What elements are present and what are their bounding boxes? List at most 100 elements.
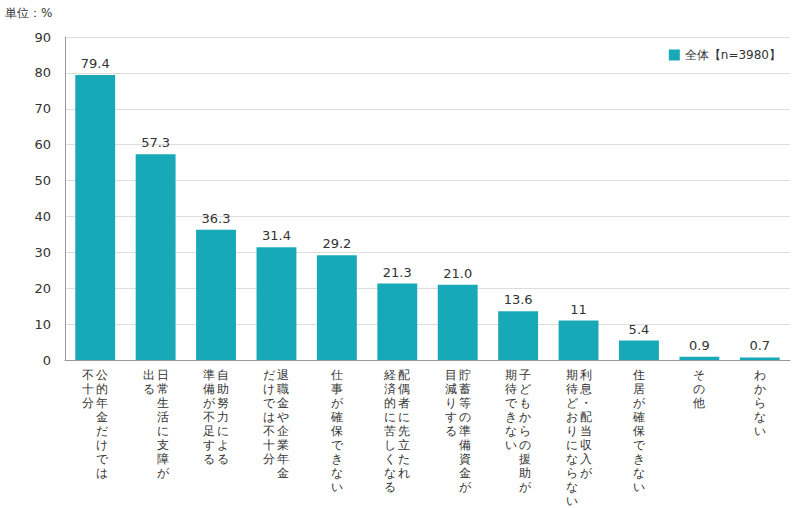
svg-text:す: す bbox=[445, 410, 457, 424]
svg-text:の: の bbox=[459, 410, 471, 424]
svg-text:な: な bbox=[566, 452, 578, 466]
svg-text:に: に bbox=[384, 410, 396, 424]
svg-text:た: た bbox=[398, 452, 410, 466]
svg-text:く: く bbox=[384, 452, 396, 466]
svg-text:努: 努 bbox=[217, 396, 229, 410]
svg-text:が: が bbox=[203, 396, 216, 410]
svg-text:貯: 貯 bbox=[459, 368, 471, 382]
svg-text:40: 40 bbox=[34, 209, 51, 224]
svg-text:支: 支 bbox=[157, 438, 169, 452]
svg-text:な: な bbox=[505, 424, 517, 438]
svg-text:る: る bbox=[445, 424, 457, 438]
svg-text:目: 目 bbox=[445, 368, 457, 382]
svg-text:で: で bbox=[505, 396, 518, 410]
svg-text:助: 助 bbox=[519, 466, 531, 480]
svg-text:に: に bbox=[398, 410, 410, 424]
svg-text:金: 金 bbox=[459, 466, 471, 480]
svg-text:自: 自 bbox=[217, 368, 229, 382]
svg-text:足: 足 bbox=[203, 424, 215, 438]
svg-text:分: 分 bbox=[82, 396, 94, 410]
svg-text:障: 障 bbox=[157, 452, 169, 466]
svg-text:保: 保 bbox=[633, 424, 645, 438]
svg-text:30: 30 bbox=[34, 245, 51, 260]
svg-text:偶: 偶 bbox=[398, 382, 410, 396]
svg-text:21.3: 21.3 bbox=[383, 265, 412, 280]
svg-text:り: り bbox=[445, 396, 457, 410]
svg-text:だ: だ bbox=[263, 368, 275, 382]
svg-text:に: に bbox=[566, 438, 578, 452]
svg-text:備: 備 bbox=[459, 438, 471, 452]
svg-text:20: 20 bbox=[34, 281, 51, 296]
svg-text:で: で bbox=[263, 396, 276, 410]
svg-text:ら: ら bbox=[754, 396, 766, 410]
svg-text:・: ・ bbox=[580, 396, 592, 410]
svg-text:退: 退 bbox=[277, 368, 289, 382]
svg-text:職: 職 bbox=[277, 382, 289, 396]
svg-text:5.4: 5.4 bbox=[629, 322, 650, 337]
svg-text:か: か bbox=[754, 382, 766, 396]
svg-text:力: 力 bbox=[217, 410, 229, 424]
svg-text:は: は bbox=[263, 410, 275, 424]
svg-text:十: 十 bbox=[263, 438, 275, 452]
svg-text:い: い bbox=[331, 480, 343, 494]
svg-text:る: る bbox=[384, 480, 396, 494]
svg-text:な: な bbox=[331, 466, 343, 480]
svg-text:利: 利 bbox=[580, 368, 592, 382]
svg-text:な: な bbox=[566, 480, 578, 494]
svg-text:だ: だ bbox=[96, 424, 108, 438]
svg-text:の: の bbox=[519, 438, 531, 452]
svg-text:待: 待 bbox=[505, 382, 517, 396]
svg-text:0.9: 0.9 bbox=[689, 338, 710, 353]
svg-text:援: 援 bbox=[519, 452, 531, 466]
svg-text:や: や bbox=[277, 410, 289, 424]
svg-text:期: 期 bbox=[566, 368, 578, 382]
svg-text:が: が bbox=[331, 396, 344, 410]
svg-text:に: に bbox=[217, 424, 229, 438]
svg-text:な: な bbox=[384, 466, 396, 480]
svg-text:に: に bbox=[157, 424, 169, 438]
svg-text:で: で bbox=[331, 438, 344, 452]
svg-text:50: 50 bbox=[34, 173, 51, 188]
svg-text:け: け bbox=[263, 382, 275, 396]
svg-text:苦: 苦 bbox=[384, 424, 396, 438]
svg-text:金: 金 bbox=[277, 396, 289, 410]
svg-text:収: 収 bbox=[580, 438, 592, 452]
svg-text:い: い bbox=[505, 438, 517, 452]
svg-text:企: 企 bbox=[277, 424, 289, 438]
svg-text:す: す bbox=[203, 438, 215, 452]
svg-text:保: 保 bbox=[331, 424, 343, 438]
svg-text:10: 10 bbox=[34, 317, 51, 332]
svg-text:ら: ら bbox=[519, 424, 531, 438]
svg-text:な: な bbox=[754, 410, 766, 424]
svg-text:日: 日 bbox=[157, 368, 169, 382]
svg-text:資: 資 bbox=[459, 452, 471, 466]
svg-text:る: る bbox=[217, 452, 229, 466]
svg-text:事: 事 bbox=[331, 382, 343, 396]
svg-text:金: 金 bbox=[96, 410, 108, 424]
svg-text:業: 業 bbox=[277, 438, 289, 452]
svg-text:金: 金 bbox=[277, 466, 289, 480]
svg-text:配: 配 bbox=[580, 410, 592, 424]
svg-text:い: い bbox=[566, 494, 578, 508]
svg-text:21.0: 21.0 bbox=[443, 266, 472, 281]
svg-text:準: 準 bbox=[459, 424, 471, 438]
svg-text:0.7: 0.7 bbox=[749, 338, 770, 353]
svg-text:の: の bbox=[693, 382, 705, 396]
svg-text:90: 90 bbox=[34, 30, 51, 45]
svg-text:年: 年 bbox=[96, 396, 108, 410]
svg-text:待: 待 bbox=[566, 382, 578, 396]
svg-text:い: い bbox=[633, 480, 645, 494]
svg-text:常: 常 bbox=[157, 382, 169, 396]
svg-text:が: が bbox=[157, 466, 170, 480]
svg-text:ら: ら bbox=[566, 466, 578, 480]
svg-text:が: が bbox=[580, 466, 593, 480]
svg-text:活: 活 bbox=[157, 410, 169, 424]
svg-text:確: 確 bbox=[632, 410, 645, 424]
svg-text:減: 減 bbox=[445, 382, 457, 396]
svg-text:29.2: 29.2 bbox=[322, 236, 351, 251]
svg-text:全体【n=3980】: 全体【n=3980】 bbox=[685, 48, 781, 62]
svg-text:が: が bbox=[519, 480, 532, 494]
svg-text:り: り bbox=[566, 424, 578, 438]
svg-text:単位：%: 単位：% bbox=[5, 6, 52, 20]
svg-text:そ: そ bbox=[693, 368, 705, 382]
